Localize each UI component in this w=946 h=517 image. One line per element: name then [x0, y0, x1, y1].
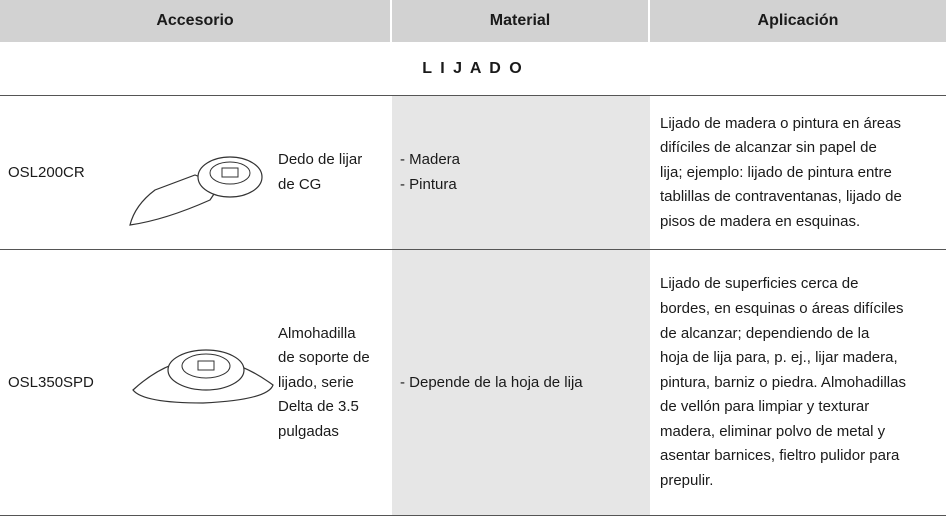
section-title: L I J A D O [0, 42, 946, 96]
header-cell: Accesorio [0, 0, 390, 42]
text-line: - Pintura [400, 176, 457, 193]
text-line: prepulir. [660, 472, 714, 490]
item-name: Almohadilla de soporte de lijado, serie Del… [278, 250, 390, 516]
text-line: Delta de 3.5 [278, 398, 359, 416]
row-divider [0, 515, 946, 516]
material-background [392, 96, 650, 516]
text-line: Lijado de madera o pintura en áreas [660, 114, 901, 132]
text-line: Lijado de superficies cerca de [660, 275, 859, 293]
text-line: lijado, serie [278, 373, 354, 391]
text-line: Almohadilla [278, 324, 356, 342]
text-line: madera, eliminar polvo de metal y [660, 422, 886, 440]
header-cell: Material [392, 0, 648, 42]
item-name: Dedo de lijar de CG [278, 96, 390, 250]
item-code: OSL200CR [8, 163, 85, 181]
text-line: tablillas de contraventanas, lijado de [660, 188, 902, 206]
text-line: pintura, barniz o piedra. Almohadillas [660, 373, 906, 391]
application: Lijado de madera o pintura en áreas difíc… [660, 96, 944, 250]
text-line: de vellón para limpiar y texturar [660, 398, 870, 416]
text-line: de alcanzar; dependiendo de la [660, 324, 870, 342]
text-line: bordes, en esquinas o áreas difíciles [660, 299, 904, 317]
tool-image [129, 156, 263, 226]
text-line: asentar barnices, fieltro pulidor para [660, 447, 900, 465]
text-line: hoja de lija para, p. ej., lijar madera, [660, 349, 898, 367]
material: - Depende de la hoja de lija [400, 250, 645, 516]
tool-image [132, 349, 274, 404]
material: - Madera - Pintura [400, 96, 645, 250]
text-line: difíciles de alcanzar sin papel de [660, 139, 877, 157]
text-line: - Depende de la hoja de lija [400, 373, 583, 391]
text-line: lija; ejemplo: lijado de pintura entre [660, 163, 892, 181]
text-line: Dedo de lijar [278, 151, 363, 169]
item-code: OSL350SPD [8, 373, 94, 391]
text-line: de soporte de [278, 349, 370, 367]
header-cell: Aplicación [650, 0, 946, 42]
text-line: - Madera [400, 151, 461, 169]
text-line: de CG [278, 176, 322, 193]
text-line: pulgadas [278, 422, 339, 440]
row-divider [0, 249, 946, 250]
text-line: pisos de madera en esquinas. [660, 212, 861, 230]
application: Lijado de superficies cerca de bordes, en… [660, 250, 944, 516]
